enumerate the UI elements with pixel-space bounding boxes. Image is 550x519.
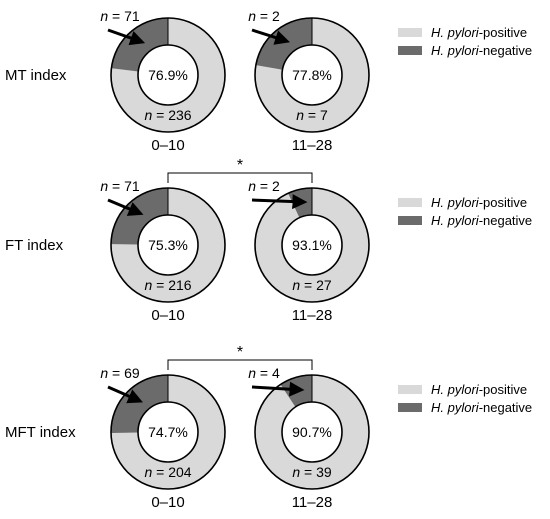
pointer-arrow <box>107 28 146 46</box>
negative-n-label: n = 71 <box>100 178 140 194</box>
positive-n-label: n = 236 <box>144 107 191 123</box>
legend-swatch-negative <box>398 216 422 225</box>
pointer-arrow <box>107 198 144 216</box>
group-label: 11–28 <box>292 494 333 511</box>
negative-n-label: n = 69 <box>100 365 140 381</box>
positive-slice <box>111 188 225 302</box>
legend-label-negative: H. pylori-negative <box>431 213 532 228</box>
positive-slice <box>111 375 225 489</box>
pointer-arrow <box>107 385 143 404</box>
positive-percent-label: 76.9% <box>148 67 188 83</box>
row-index-label: MFT index <box>5 424 76 441</box>
pointer-arrow <box>251 381 305 397</box>
significance-bracket <box>167 359 313 370</box>
legend-swatch-negative <box>398 46 422 55</box>
positive-n-label: n = 7 <box>296 107 328 123</box>
positive-percent-label: 90.7% <box>292 424 332 440</box>
positive-percent-label: 77.8% <box>292 67 332 83</box>
row-index-label: FT index <box>5 237 64 254</box>
group-label: 0–10 <box>151 494 184 511</box>
positive-n-label: n = 216 <box>144 277 191 293</box>
positive-slice <box>255 375 370 489</box>
row-index-label: MT index <box>5 67 67 84</box>
pointer-arrow <box>251 28 291 45</box>
positive-slice <box>111 18 225 133</box>
group-label: 11–28 <box>292 137 333 154</box>
negative-n-label: n = 4 <box>248 365 280 381</box>
pointer-arrow <box>251 194 308 210</box>
significance-star: * <box>237 157 243 174</box>
negative-n-label: n = 2 <box>248 178 280 194</box>
positive-slice <box>255 18 369 132</box>
legend-label-positive: H. pylori-positive <box>431 382 527 397</box>
positive-percent-label: 74.7% <box>148 424 188 440</box>
legend-label-negative: H. pylori-negative <box>431 43 532 58</box>
positive-percent-label: 75.3% <box>148 237 188 253</box>
negative-n-label: n = 2 <box>248 8 280 24</box>
positive-percent-label: 93.1% <box>292 237 332 253</box>
legend-swatch-positive <box>398 385 422 394</box>
legend-swatch-positive <box>398 198 422 207</box>
legend-swatch-positive <box>398 28 422 37</box>
legend-label-positive: H. pylori-positive <box>431 25 527 40</box>
positive-n-label: n = 204 <box>144 464 191 480</box>
positive-slice <box>254 188 369 303</box>
legend-swatch-negative <box>398 403 422 412</box>
group-label: 11–28 <box>292 307 333 324</box>
group-label: 0–10 <box>151 307 184 324</box>
positive-n-label: n = 27 <box>292 277 332 293</box>
positive-n-label: n = 39 <box>292 464 332 480</box>
group-label: 0–10 <box>151 137 184 154</box>
legend-label-positive: H. pylori-positive <box>431 195 527 210</box>
negative-slice <box>111 188 168 245</box>
significance-bracket <box>167 172 313 183</box>
significance-star: * <box>237 344 243 361</box>
negative-n-label: n = 71 <box>100 8 140 24</box>
negative-slice <box>111 375 168 433</box>
legend-label-negative: H. pylori-negative <box>431 400 532 415</box>
